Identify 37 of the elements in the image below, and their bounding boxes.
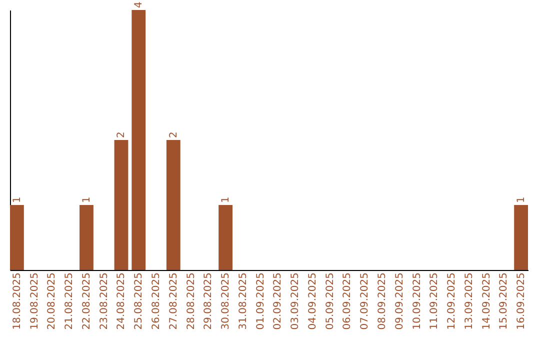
x-tick-label: 29.08.2025 (203, 272, 214, 330)
x-tick-label: 12.09.2025 (446, 272, 458, 330)
x-tick-label: 16.09.2025 (516, 272, 528, 330)
x-tick-label: 21.08.2025 (64, 272, 76, 330)
x-tick-label: 07.09.2025 (360, 272, 371, 330)
data-label: 1 (81, 196, 92, 203)
x-tick-label: 27.08.2025 (168, 272, 180, 330)
x-tick-label: 22.08.2025 (81, 272, 92, 330)
x-tick-label: 01.09.2025 (255, 272, 266, 330)
x-tick-label: 18.08.2025 (12, 272, 23, 330)
x-tick-label: 10.09.2025 (412, 272, 423, 330)
data-label: 4 (134, 2, 145, 8)
x-tick-label: 23.08.2025 (98, 272, 110, 330)
x-tick-label: 09.09.2025 (394, 272, 406, 330)
x-tick-label: 03.09.2025 (290, 272, 302, 330)
x-tick-label: 28.08.2025 (186, 272, 197, 330)
x-tick-label: 20.08.2025 (46, 272, 58, 330)
x-tick-label: 15.09.2025 (498, 272, 510, 330)
x-tick-label: 13.09.2025 (464, 272, 475, 330)
x-tick-label: 14.09.2025 (481, 272, 492, 330)
x-tick-label: 04.09.2025 (307, 272, 318, 330)
x-tick-label: 06.09.2025 (342, 272, 354, 330)
data-label: 2 (116, 132, 128, 138)
x-tick-label: 26.08.2025 (151, 272, 162, 330)
data-label: 1 (12, 196, 23, 203)
x-tick-label: 25.08.2025 (134, 272, 145, 330)
x-tick-label: 11.09.2025 (429, 272, 440, 330)
x-tick-label: 02.09.2025 (272, 272, 284, 330)
data-label: 1 (516, 196, 528, 203)
data-label: 2 (168, 132, 180, 138)
x-tick-label: 08.09.2025 (376, 272, 388, 330)
x-tick-label: 05.09.2025 (324, 272, 336, 330)
x-tick-label: 30.08.2025 (220, 272, 232, 330)
x-tick-label: 31.08.2025 (238, 272, 249, 330)
x-tick-label: 24.08.2025 (116, 272, 128, 330)
data-label: 1 (220, 196, 232, 203)
x-tick-label: 19.08.2025 (29, 272, 40, 330)
